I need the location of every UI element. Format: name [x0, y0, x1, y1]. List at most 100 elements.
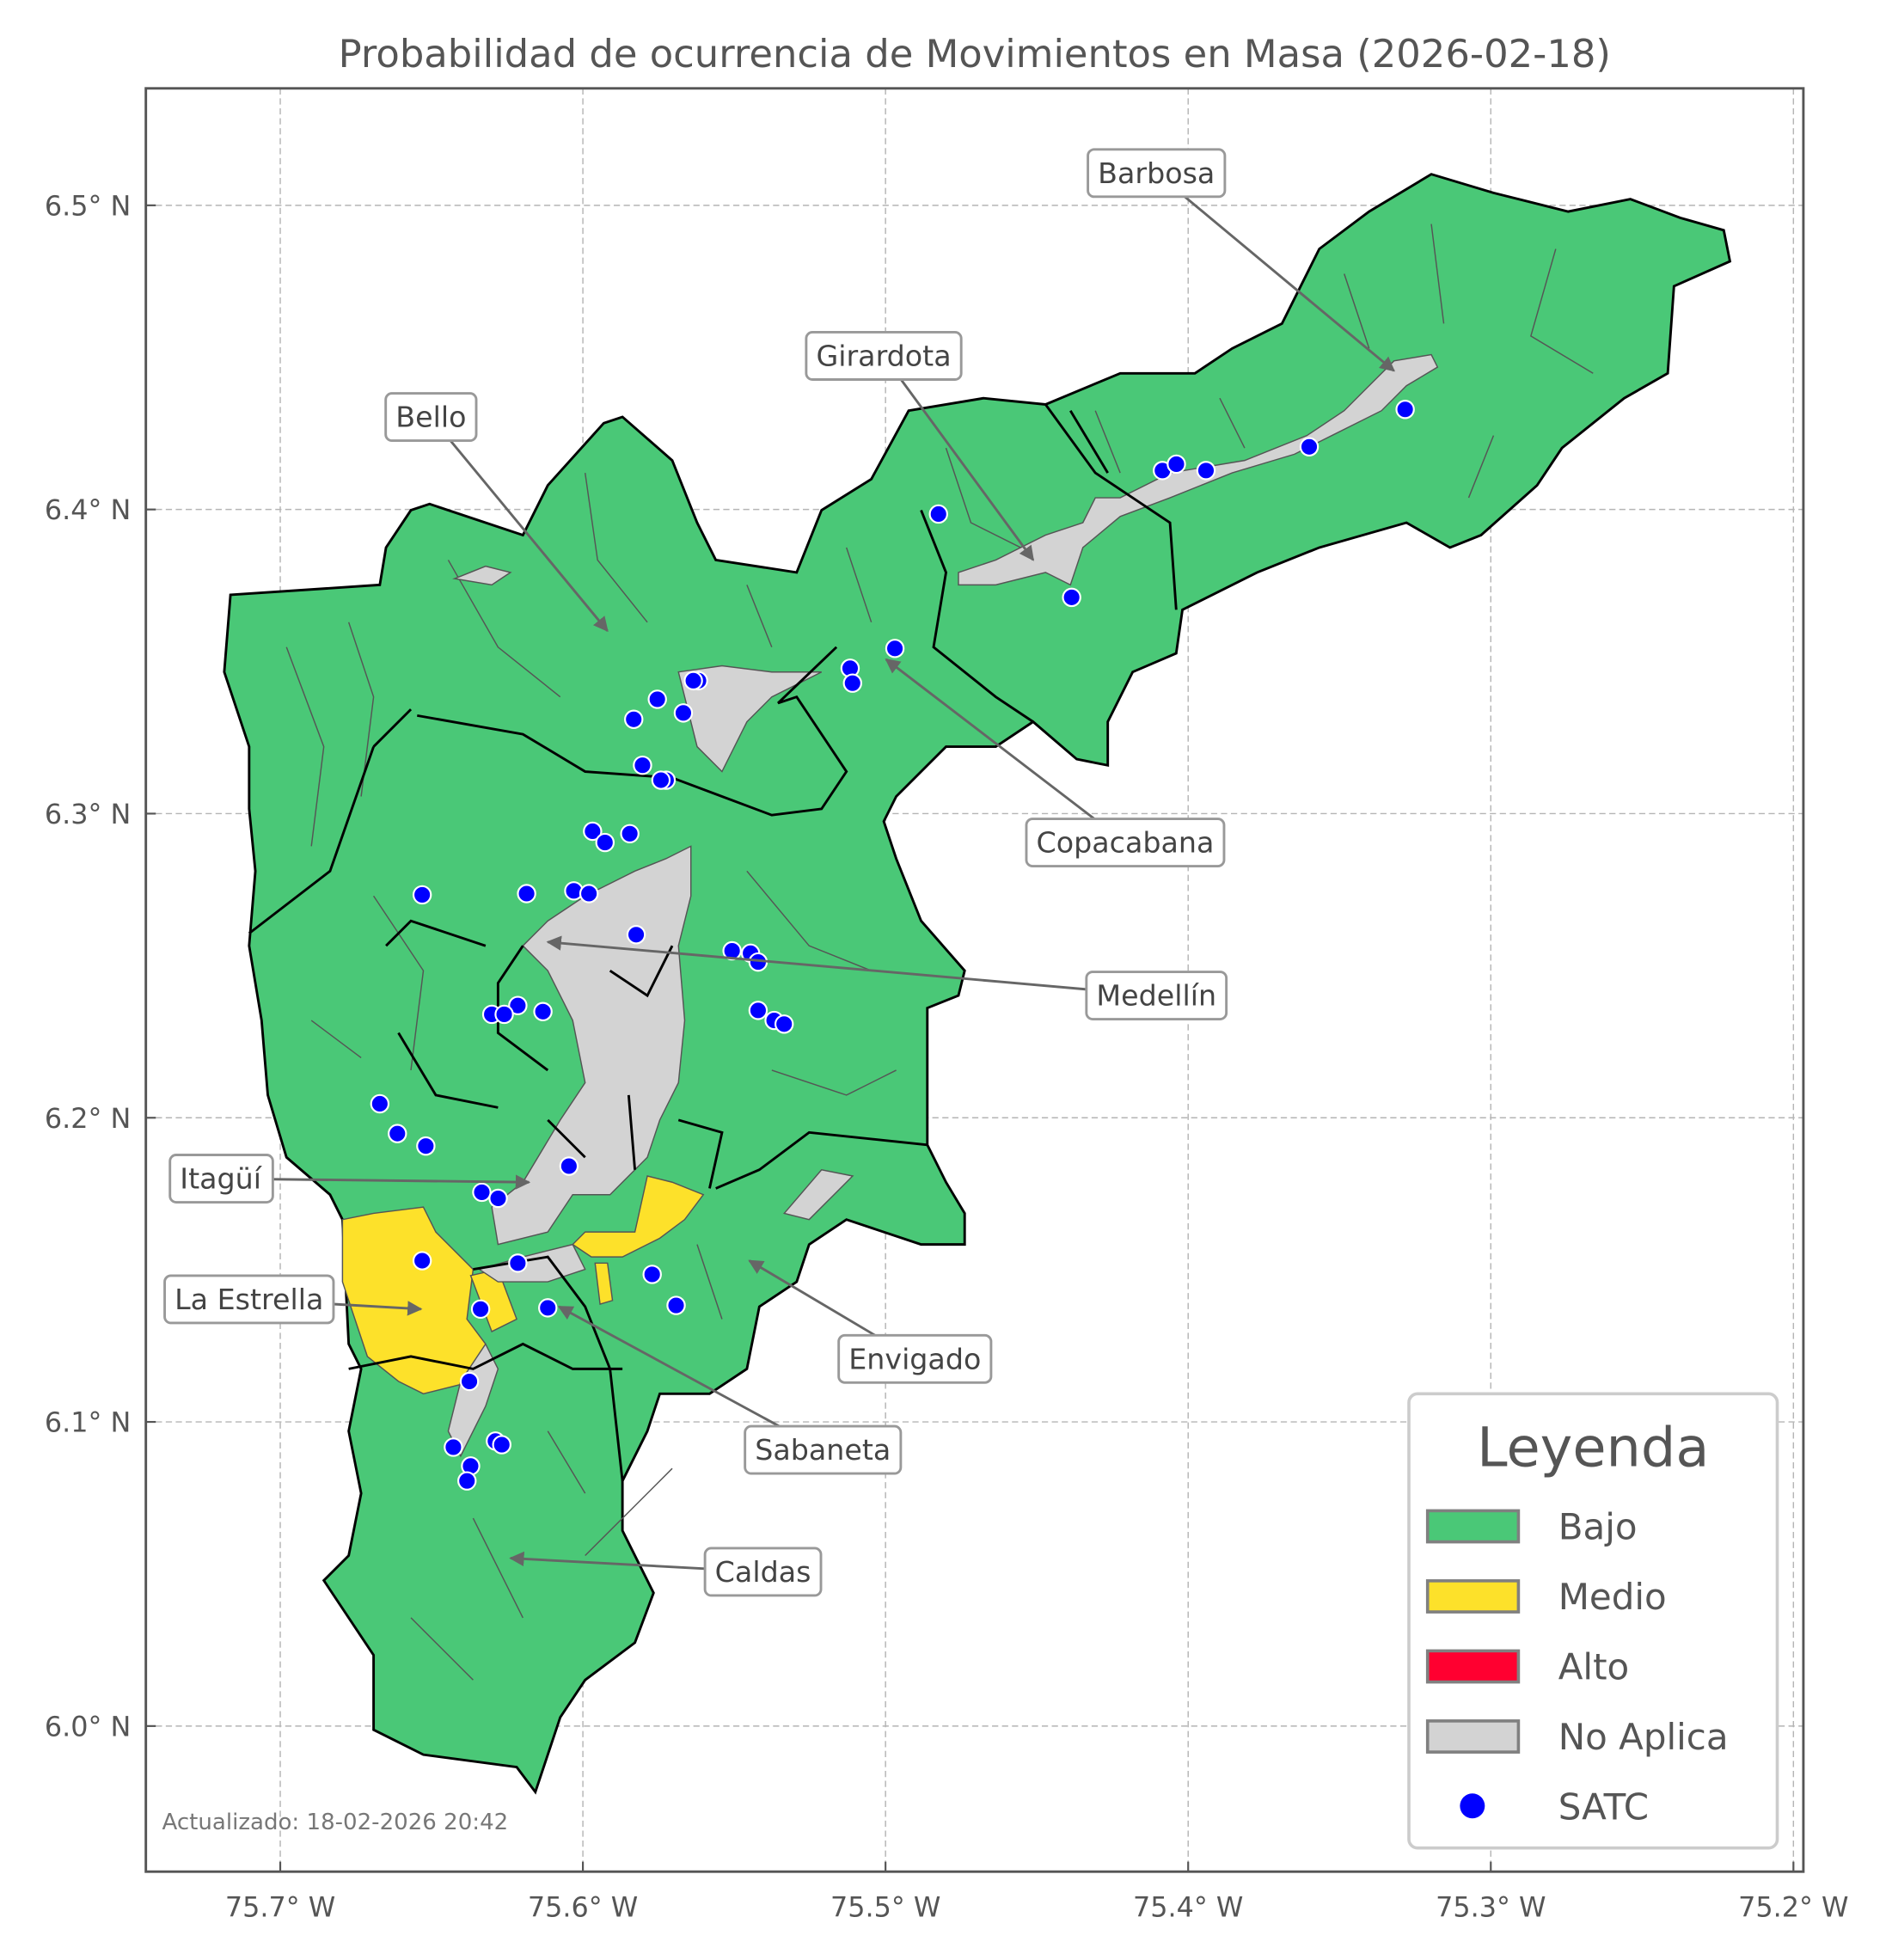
x-tick-label: 75.6° W	[528, 1890, 638, 1923]
satc-point[interactable]	[642, 1265, 662, 1284]
satc-point[interactable]	[928, 504, 948, 524]
annotation-label: Sabaneta	[755, 1433, 891, 1467]
y-tick-label: 6.1° N	[45, 1406, 131, 1439]
satc-point[interactable]	[651, 770, 671, 790]
annotation-copacabana: Copacabana	[1025, 818, 1226, 868]
satc-point[interactable]	[633, 755, 652, 775]
legend-label: Medio	[1558, 1576, 1667, 1618]
satc-point[interactable]	[412, 1251, 432, 1271]
annotation-label: Itagüí	[180, 1162, 262, 1196]
satc-points-layer	[370, 400, 1415, 1491]
legend: Leyenda Bajo Medio Alto No Aplica SATC	[1407, 1392, 1779, 1850]
satc-point[interactable]	[488, 1188, 508, 1209]
annotation-label: Envigado	[848, 1342, 981, 1375]
legend-item-bajo: Bajo	[1425, 1506, 1638, 1548]
satc-point[interactable]	[416, 1136, 436, 1156]
annotation-label: Medellín	[1096, 979, 1216, 1013]
satc-point[interactable]	[626, 925, 646, 945]
satc-point[interactable]	[722, 940, 742, 961]
x-tick-label: 75.4° W	[1133, 1890, 1243, 1923]
legend-color-swatch	[1425, 1509, 1521, 1544]
satc-point[interactable]	[559, 1156, 579, 1176]
legend-item-alto: Alto	[1425, 1646, 1630, 1688]
map-title: Probabilidad de ocurrencia de Movimiento…	[339, 31, 1611, 77]
satc-point[interactable]	[1299, 437, 1320, 456]
satc-point[interactable]	[494, 1004, 514, 1025]
legend-label: Bajo	[1558, 1506, 1638, 1548]
municipality-annotations: Barbosa Girardota Bello Copacabana Medellín I…	[163, 148, 1395, 1597]
satc-point[interactable]	[1395, 400, 1415, 420]
annotation-label: Copacabana	[1037, 826, 1215, 860]
satc-point[interactable]	[620, 824, 640, 844]
annotation-label: Bello	[395, 401, 466, 434]
satc-point[interactable]	[444, 1437, 463, 1457]
satc-point[interactable]	[492, 1435, 511, 1455]
satc-point[interactable]	[647, 689, 667, 709]
annotation-arrow	[1155, 172, 1395, 372]
annotation-barbosa: Barbosa	[1087, 148, 1227, 199]
vereda-boundaries	[285, 224, 1594, 1681]
satc-point[interactable]	[595, 832, 615, 853]
satc-point[interactable]	[457, 1471, 477, 1491]
axis-ticks: 75.7° W 75.6° W 75.5° W 75.4° W 75.3° W 75.2°…	[45, 189, 1849, 1923]
satc-point[interactable]	[508, 995, 528, 1015]
satc-point[interactable]	[1166, 454, 1186, 475]
satc-point[interactable]	[885, 639, 905, 658]
satc-point[interactable]	[388, 1124, 407, 1143]
y-tick-label: 6.3° N	[45, 798, 131, 830]
satc-point[interactable]	[624, 709, 644, 729]
annotation-medell-n: Medellín	[1085, 971, 1228, 1020]
legend-item-no-aplica: No Aplica	[1425, 1716, 1729, 1758]
satc-point[interactable]	[774, 1014, 794, 1034]
satc-point[interactable]	[842, 673, 862, 693]
y-tick-label: 6.0° N	[45, 1710, 131, 1743]
satc-point[interactable]	[1196, 461, 1216, 481]
legend-label: No Aplica	[1558, 1716, 1729, 1758]
annotation-label: Caldas	[715, 1555, 811, 1589]
satc-point[interactable]	[583, 821, 603, 842]
legend-color-swatch	[1425, 1579, 1521, 1614]
legend-color-swatch	[1425, 1649, 1521, 1684]
satc-point[interactable]	[508, 1253, 528, 1273]
y-tick-label: 6.2° N	[45, 1102, 131, 1135]
annotation-girardota: Girardota	[805, 331, 963, 381]
satc-point[interactable]	[517, 884, 536, 903]
axes-frame	[144, 87, 1805, 1873]
legend-item-satc: SATC	[1460, 1786, 1649, 1828]
satc-point[interactable]	[1062, 587, 1081, 608]
y-tick-label: 6.5° N	[45, 189, 131, 222]
satc-point[interactable]	[748, 1001, 768, 1020]
satc-point[interactable]	[459, 1371, 480, 1392]
annotation-arrow	[885, 658, 1126, 844]
satc-point[interactable]	[673, 703, 694, 723]
y-tick-label: 6.4° N	[45, 493, 131, 526]
satc-point[interactable]	[370, 1093, 390, 1114]
satc-point[interactable]	[538, 1298, 558, 1318]
legend-label: Alto	[1558, 1646, 1630, 1688]
region-medio-envigado	[572, 1175, 705, 1258]
region-bajo	[223, 173, 1732, 1795]
annotation-label: La Estrella	[175, 1283, 323, 1316]
annotation-arrow	[546, 935, 1157, 997]
satc-point[interactable]	[470, 1299, 491, 1320]
legend-item-medio: Medio	[1425, 1576, 1667, 1618]
satc-point[interactable]	[412, 885, 432, 905]
satc-point[interactable]	[666, 1295, 686, 1315]
legend-label: SATC	[1558, 1786, 1649, 1828]
legend-title: Leyenda	[1477, 1416, 1709, 1479]
satc-point[interactable]	[533, 1001, 553, 1021]
x-tick-label: 75.7° W	[225, 1890, 335, 1923]
satc-point[interactable]	[472, 1182, 492, 1203]
x-tick-label: 75.2° W	[1738, 1890, 1848, 1923]
annotation-label: Girardota	[816, 340, 951, 373]
satc-point[interactable]	[579, 884, 599, 903]
legend-point-swatch	[1460, 1793, 1485, 1819]
satc-point[interactable]	[683, 671, 703, 691]
updated-timestamp: Actualizado: 18-02-2026 20:42	[162, 1810, 509, 1835]
annotation-sabaneta: Sabaneta	[744, 1424, 903, 1475]
annotation-itag-: Itagüí	[168, 1154, 274, 1204]
annotation-label: Barbosa	[1098, 156, 1215, 190]
annotation-envigado: Envigado	[837, 1333, 993, 1384]
x-tick-label: 75.5° W	[830, 1890, 940, 1923]
